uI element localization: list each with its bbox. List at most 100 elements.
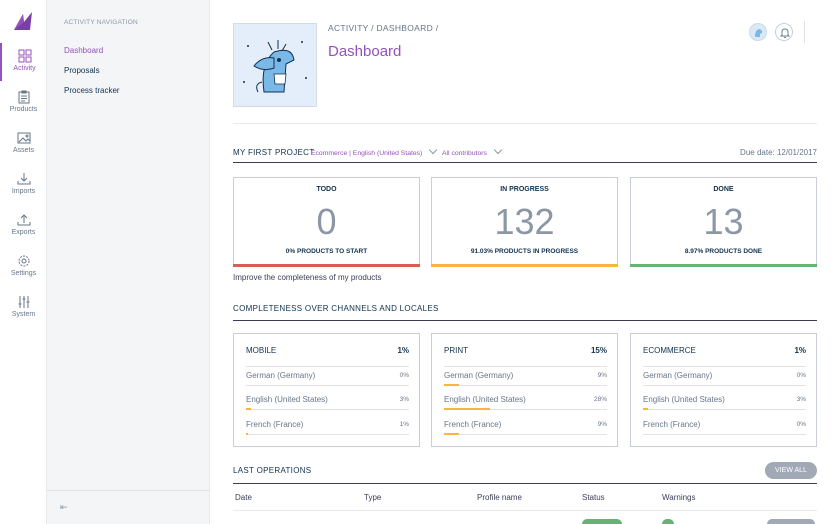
stat-label: TODO [316,186,337,193]
stat-value: 13 [703,201,744,242]
channel-divider [643,366,806,367]
channel-percent: 15% [590,346,607,355]
akeneo-logo[interactable] [12,10,34,32]
user-avatar[interactable] [749,23,767,41]
nav-activity-label: Activity [13,65,36,72]
locale-row: German (Germany) 0% [246,371,409,387]
locale-name: German (Germany) [444,371,514,380]
locale-progress-fill [444,433,459,435]
main-content: ACTIVITY / DASHBOARD / Dashboard MY FIRS… [210,0,840,524]
stat-done[interactable]: DONE 13 8.97% PRODUCTS DONE [630,177,817,267]
improve-completeness-link[interactable]: Improve the completeness of my products [233,273,382,282]
subnav-item-dashboard[interactable]: Dashboard [64,46,104,55]
locale-row: English (United States) 3% [246,395,409,411]
channel-name: ECOMMERCE [643,346,696,355]
channel-card-print: PRINT 15% German (Germany) 9% English (U… [431,333,618,447]
locale-percent: 3% [796,396,806,403]
locale-name: German (Germany) [246,371,316,380]
activity-subnav: ACTIVITY NAVIGATION Dashboard Proposals … [47,0,210,524]
locale-name: English (United States) [444,395,526,404]
view-all-button[interactable]: VIEW ALL [765,462,817,479]
row-action-button[interactable] [767,519,815,524]
locale-progress-fill [246,433,248,435]
contributors-value: All contributors [442,150,487,157]
project-bar: MY FIRST PROJECT Ecommerce | English (Un… [233,145,817,163]
channel-card-mobile: MOBILE 1% German (Germany) 0% English (U… [233,333,420,447]
header-divider [804,21,805,43]
column-header-warnings[interactable]: Warnings [662,493,696,502]
locale-progress-track [444,433,607,435]
nav-system-label: System [11,311,36,318]
nav-exports-label: Exports [11,229,36,236]
locale-progress-track [444,408,607,410]
nav-imports[interactable]: Imports [0,166,47,204]
contributors-select[interactable]: All contributors [442,145,503,157]
subnav-item-process-tracker[interactable]: Process tracker [64,86,120,95]
locale-row: English (United States) 28% [444,395,607,411]
stat-subtext: 91.03% PRODUCTS IN PROGRESS [470,248,579,255]
stat-bar [431,264,618,267]
mascot-illustration [243,40,307,93]
breadcrumb[interactable]: ACTIVITY / DASHBOARD / [328,23,439,33]
locale-name: German (Germany) [643,371,713,380]
activity-icon [18,49,31,63]
column-header-status[interactable]: Status [582,493,605,502]
download-icon [17,173,30,185]
completeness-title: COMPLETENESS OVER CHANNELS AND LOCALES [233,304,439,313]
locale-percent: 0% [399,372,409,379]
stat-label: DONE [713,186,734,193]
channel-name: PRINT [444,346,468,355]
stat-in-progress[interactable]: IN PROGRESS 132 91.03% PRODUCTS IN PROGR… [431,177,618,267]
subnav-divider [47,490,210,491]
gear-icon [18,255,29,267]
nav-activity[interactable]: Activity [0,43,47,81]
locale-percent: 9% [597,421,607,428]
stat-bar [233,264,420,267]
locale-percent: 3% [399,396,409,403]
locale-row: French (France) 0% [643,420,806,436]
channel-percent: 1% [397,346,409,355]
channel-card-ecommerce: ECOMMERCE 1% German (Germany) 0% English… [630,333,817,447]
stat-todo[interactable]: TODO 0 0% PRODUCTS TO START [233,177,420,267]
sliders-icon [18,296,29,308]
completeness-separator [233,320,817,321]
locale-progress-track [246,385,409,386]
hero-illustration [233,23,317,107]
locale-progress-fill [444,384,459,386]
last-operations-title: LAST OPERATIONS [233,466,312,475]
nav-assets[interactable]: Assets [0,125,47,163]
channel-locale-select[interactable]: Ecommerce | English (United States) [311,145,438,157]
nav-settings[interactable]: Settings [0,248,47,286]
locale-percent: 1% [399,421,409,428]
header-separator [233,123,817,124]
nav-system[interactable]: System [0,289,47,327]
nav-products[interactable]: Products [0,84,47,122]
locale-name: English (United States) [643,395,725,404]
nav-imports-label: Imports [11,188,36,195]
locale-progress-track [246,433,409,435]
locale-progress-track [643,434,806,435]
locale-progress-track [246,408,409,410]
locale-row: German (Germany) 9% [444,371,607,387]
main-nav: Activity Products Assets Imports Exports [0,0,47,524]
locale-row: English (United States) 3% [643,395,806,411]
operations-separator [233,483,817,484]
stat-value: 0 [316,201,337,242]
column-header-date[interactable]: Date [235,493,252,502]
stat-value: 132 [494,201,555,242]
nav-exports[interactable]: Exports [0,207,47,245]
upload-icon [17,214,30,226]
page-title: Dashboard [328,43,402,60]
column-header-profile-name[interactable]: Profile name [477,493,522,502]
locale-name: French (France) [444,420,502,429]
channel-divider [246,366,409,367]
collapse-left-icon[interactable]: ⇤ [60,502,68,512]
nav-assets-label: Assets [12,147,34,154]
column-header-type[interactable]: Type [364,493,382,502]
locale-progress-track [643,408,806,410]
subnav-item-proposals[interactable]: Proposals [64,66,100,75]
warnings-badge [662,519,674,524]
notifications-button[interactable] [775,23,793,41]
due-date: Due date: 12/01/2017 [740,148,817,157]
